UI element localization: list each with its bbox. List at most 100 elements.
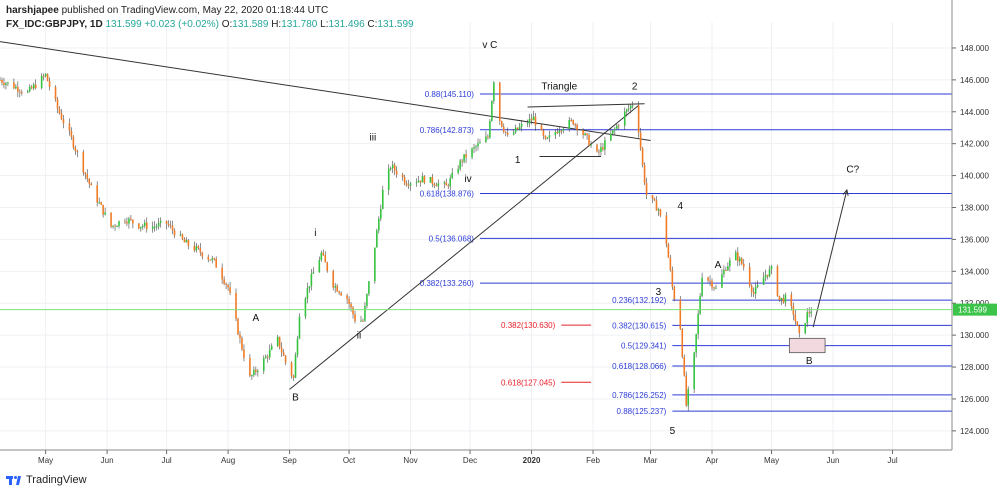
fib-level-label: 0.382(133.260) bbox=[420, 279, 475, 288]
tradingview-logo[interactable]: TradingView bbox=[6, 474, 87, 486]
candle-body bbox=[764, 274, 767, 278]
candle-body bbox=[221, 267, 223, 280]
trendlines bbox=[0, 41, 849, 390]
candle-body bbox=[255, 369, 257, 373]
candle-body bbox=[118, 221, 120, 227]
candle-body bbox=[179, 234, 182, 236]
candle-body bbox=[308, 286, 311, 289]
candle-body bbox=[570, 119, 572, 121]
candle-body bbox=[651, 194, 654, 199]
candle-body bbox=[112, 225, 114, 227]
candle-body bbox=[364, 306, 366, 321]
candle-body bbox=[17, 86, 19, 92]
fib-level-label: 0.618(128.066) bbox=[612, 362, 667, 371]
author-name[interactable]: harshjapee bbox=[6, 5, 59, 16]
candle-body bbox=[520, 123, 523, 127]
candle-body bbox=[88, 178, 91, 184]
candle-body bbox=[576, 124, 578, 131]
candle-body bbox=[493, 82, 495, 102]
candle-body bbox=[518, 126, 521, 130]
candle-body bbox=[68, 123, 71, 131]
fib-level-label: 0.382(130.630) bbox=[501, 321, 556, 330]
candle-body bbox=[681, 329, 684, 357]
projection-arrow bbox=[812, 189, 848, 328]
candle-body bbox=[780, 297, 783, 300]
wave-label: A bbox=[715, 260, 722, 271]
wave-label: 1 bbox=[515, 155, 521, 166]
candle-body bbox=[70, 130, 73, 137]
candle-body bbox=[568, 119, 571, 129]
candle-body bbox=[346, 295, 348, 300]
candle-body bbox=[548, 135, 551, 138]
candle-body bbox=[296, 338, 299, 356]
candle-body bbox=[754, 286, 757, 294]
close-label: C: bbox=[367, 19, 378, 30]
candle-body bbox=[3, 82, 5, 86]
arrow-head bbox=[842, 188, 849, 196]
candle-body bbox=[687, 389, 690, 406]
candle-body bbox=[142, 225, 144, 227]
candle-body bbox=[491, 101, 493, 121]
candle-body bbox=[322, 252, 325, 256]
candle-body bbox=[96, 185, 98, 203]
x-tick-label: Feb bbox=[586, 456, 600, 465]
candle-body bbox=[475, 146, 477, 148]
wave-label: Triangle bbox=[541, 81, 577, 92]
candle-body bbox=[336, 285, 338, 292]
x-tick-label: Jul bbox=[161, 456, 171, 465]
candle-body bbox=[616, 125, 618, 129]
candle-body bbox=[44, 73, 47, 77]
candle-body bbox=[713, 287, 715, 289]
fib-level-label: 0.88(125.237) bbox=[617, 407, 667, 416]
candle-body bbox=[334, 285, 336, 288]
candle-body bbox=[655, 200, 658, 211]
candle-body bbox=[213, 258, 215, 260]
candle-body bbox=[48, 81, 51, 87]
candle-body bbox=[711, 280, 713, 288]
candle-body bbox=[374, 247, 376, 282]
wave-label: 2 bbox=[632, 81, 638, 92]
candle-body bbox=[352, 307, 354, 315]
candle-body bbox=[276, 336, 279, 346]
x-tick-label: Jun bbox=[827, 456, 840, 465]
candle-body bbox=[183, 239, 186, 243]
candle-body bbox=[534, 116, 537, 126]
candle-body bbox=[768, 269, 771, 277]
candle-body bbox=[530, 118, 533, 121]
candle-body bbox=[808, 312, 810, 314]
candle-body bbox=[735, 252, 737, 261]
candle-body bbox=[457, 169, 459, 173]
wave-label: i bbox=[314, 228, 316, 239]
fib-level-label: 0.618(138.876) bbox=[420, 190, 475, 199]
candle-body bbox=[546, 137, 549, 139]
candle-body bbox=[435, 185, 438, 187]
candle-body bbox=[612, 130, 614, 134]
candle-body bbox=[665, 215, 668, 245]
wave-label: iii bbox=[370, 132, 377, 143]
candle-body bbox=[514, 127, 517, 133]
candle-body bbox=[443, 182, 446, 184]
candle-body bbox=[199, 247, 202, 253]
candle-body bbox=[304, 298, 307, 317]
candle-body bbox=[30, 86, 33, 89]
candle-body bbox=[623, 111, 626, 126]
candle-body bbox=[433, 183, 436, 186]
candle-body bbox=[376, 230, 378, 248]
candle-body bbox=[641, 148, 644, 166]
symbol-name[interactable]: FX_IDC:GBPJPY, 1D bbox=[6, 19, 103, 30]
candle-body bbox=[707, 277, 709, 281]
candle-body bbox=[471, 148, 473, 158]
candle-body bbox=[207, 256, 210, 260]
candle-body bbox=[209, 259, 212, 261]
candle-body bbox=[197, 246, 200, 248]
candle-body bbox=[693, 352, 695, 390]
y-tick-label: 130.000 bbox=[960, 331, 989, 340]
x-tick-label: May bbox=[764, 456, 779, 465]
candle-body bbox=[669, 257, 672, 271]
wave-label: B bbox=[806, 356, 813, 367]
candle-body bbox=[320, 252, 323, 261]
candle-body bbox=[737, 252, 739, 262]
candle-body bbox=[26, 91, 29, 93]
price-change: +0.023 (+0.02%) bbox=[144, 19, 219, 30]
candle-body bbox=[421, 176, 424, 183]
